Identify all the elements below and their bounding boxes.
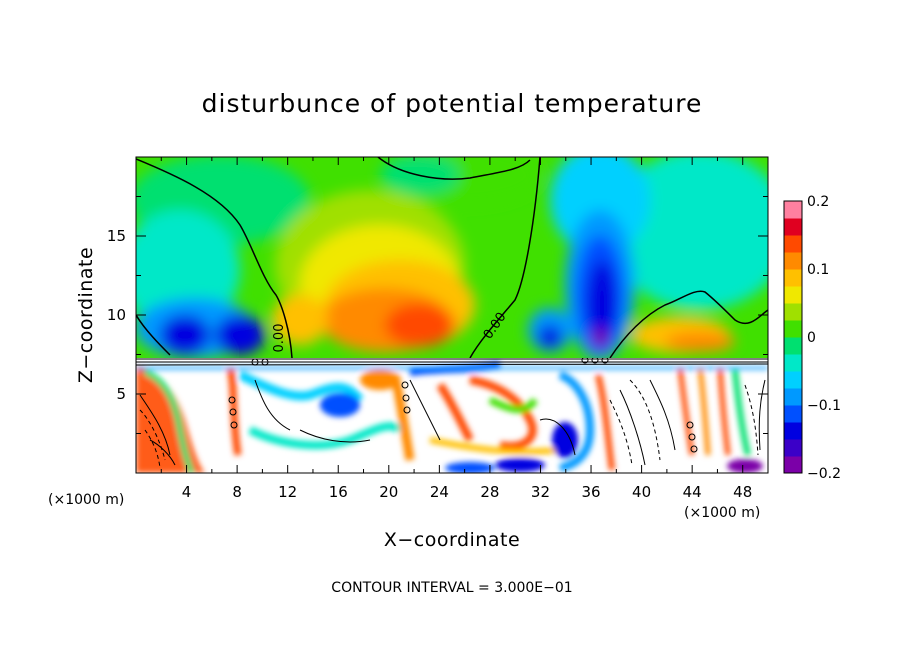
- y-axis: 5 10 15: [107, 196, 768, 434]
- colorbar-segment: [784, 218, 802, 236]
- x-tick-label: 40: [632, 483, 651, 501]
- x-axis-label: X−coordinate: [384, 529, 520, 551]
- colorbar-segment: [784, 269, 802, 287]
- colorbar-segment: [784, 286, 802, 304]
- colorbar-segment: [784, 320, 802, 338]
- colorbar-tick-label: −0.2: [807, 466, 841, 482]
- colorbar-segment: [784, 456, 802, 474]
- x-unit-left: (×1000 m): [48, 492, 124, 508]
- colorbar-segment: [784, 439, 802, 457]
- x-tick-label: 16: [329, 483, 348, 501]
- colorbar-segment: [784, 405, 802, 423]
- x-tick-label: 24: [430, 483, 449, 501]
- contour-line: [136, 314, 171, 356]
- x-unit-right: (×1000 m): [684, 505, 760, 521]
- x-tick-label: 4: [182, 483, 192, 501]
- colorbar-tick-label: 0: [807, 330, 816, 346]
- y-tick-label: 10: [107, 306, 126, 324]
- x-tick-label: 44: [683, 483, 702, 501]
- colorbar-segment: [784, 371, 802, 389]
- colorbar-segment: [784, 388, 802, 406]
- contour-line: [469, 157, 541, 358]
- x-tick-label: 32: [531, 483, 550, 501]
- colorbar-segment: [784, 201, 802, 219]
- x-tick-label: 48: [733, 483, 752, 501]
- contour-line: [136, 158, 293, 358]
- lower-field: [136, 358, 768, 473]
- contour-label: 0.00: [272, 324, 287, 353]
- x-tick-label: 20: [379, 483, 398, 501]
- field: 0.00 0.00: [135, 156, 769, 474]
- contour-line: [377, 157, 531, 180]
- colorbar-segment: [784, 422, 802, 440]
- contour-line: [136, 358, 768, 366]
- colorbar-segment: [784, 303, 802, 321]
- contour-line: [139, 379, 766, 466]
- y-axis-label: Z−coordinate: [75, 247, 97, 383]
- colorbar-tick-label: 0.2: [807, 194, 829, 210]
- colorbar: 0.2 0.1 0 −0.1 −0.2: [783, 194, 841, 482]
- x-tick-label: 36: [581, 483, 600, 501]
- upper-field: [136, 157, 768, 358]
- x-tick-label: 12: [278, 483, 297, 501]
- colorbar-segment: [784, 337, 802, 355]
- colorbar-tick-label: −0.1: [807, 398, 841, 414]
- contour-circles: [228, 358, 698, 453]
- colorbar-frame: [783, 200, 803, 474]
- chart-title: disturbunce of potential temperature: [202, 89, 703, 118]
- x-tick-label: 28: [480, 483, 499, 501]
- contour-interval-note: CONTOUR INTERVAL = 3.000E−01: [331, 580, 572, 596]
- x-axis: 4 8 12 16 20 24 28 32 36 40 44 48: [160, 157, 752, 501]
- colorbar-segment: [784, 252, 802, 270]
- colorbar-segment: [784, 354, 802, 372]
- x-tick-label: 8: [232, 483, 242, 501]
- contour-line: [609, 290, 768, 358]
- colorbar-tick-label: 0.1: [807, 262, 829, 278]
- y-tick-label: 15: [107, 227, 126, 245]
- y-tick-label: 5: [116, 385, 126, 403]
- colorbar-segment: [784, 235, 802, 253]
